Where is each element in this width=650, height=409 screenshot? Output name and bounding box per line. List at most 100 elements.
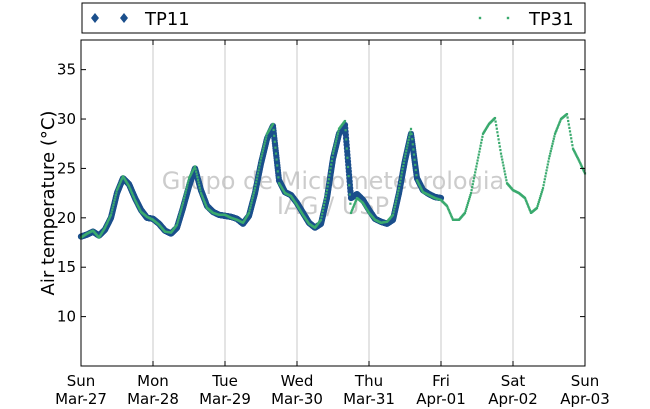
data-point-tp31 (448, 210, 451, 213)
data-point-tp31 (335, 137, 338, 140)
data-point-tp31 (139, 209, 142, 212)
data-point-tp31 (193, 166, 196, 169)
data-point-tp31 (114, 196, 117, 199)
data-point-tp31 (566, 116, 569, 119)
data-point-tp31 (111, 206, 114, 209)
data-point-tp31 (571, 147, 575, 150)
data-point-tp31 (528, 207, 531, 210)
data-point-tp31 (555, 128, 558, 131)
data-point-tp31 (256, 172, 260, 175)
data-point-tp31 (572, 148, 575, 151)
data-point-tp31 (190, 172, 193, 175)
data-point-tp31 (261, 152, 264, 155)
data-point-tp31 (498, 141, 501, 145)
data-point-tp31 (354, 201, 357, 204)
data-point-tp31 (253, 189, 256, 192)
data-point-tp31 (394, 203, 397, 206)
data-point-tp31 (557, 123, 560, 127)
data-point-tp31 (552, 137, 555, 140)
data-point-tp31 (262, 147, 265, 150)
data-point-tp31 (474, 171, 477, 174)
x-tick-label-date: Apr-02 (488, 390, 538, 408)
data-point-tp31 (180, 208, 183, 211)
data-point-tp31 (332, 150, 335, 153)
data-point-tp31 (272, 128, 275, 131)
legend-label-tp31: TP31 (528, 9, 574, 30)
data-point-tp31 (350, 210, 353, 213)
data-point-tp31 (417, 182, 420, 185)
data-point-tp31 (418, 185, 422, 188)
data-point-tp31 (352, 205, 355, 209)
data-point-tp31 (414, 163, 417, 166)
data-point-tp31 (195, 170, 198, 173)
data-point-tp31 (541, 189, 544, 192)
data-point-tp31 (277, 176, 280, 179)
data-point-tp31 (570, 140, 573, 143)
data-point-tp31 (348, 184, 351, 187)
legend-marker-tp11 (91, 13, 128, 23)
data-point-tp31 (470, 189, 473, 192)
data-point-tp31 (105, 224, 108, 227)
data-point-tp31 (108, 217, 111, 220)
data-point-tp31 (198, 184, 201, 187)
data-point-tp31 (327, 178, 330, 181)
data-point-tp31 (545, 169, 548, 172)
data-point-tp31 (450, 215, 453, 219)
data-point-tp31 (502, 167, 506, 170)
data-point-tp31 (324, 197, 327, 201)
data-point-tp31 (497, 138, 500, 141)
data-point-tp31 (504, 173, 507, 176)
data-point-tp31 (354, 199, 357, 203)
data-point-tp31 (202, 199, 206, 202)
data-point-tp31 (478, 150, 481, 153)
data-point-tp31 (553, 135, 556, 138)
data-point-tp31 (132, 196, 135, 199)
data-point-tp31 (494, 120, 497, 123)
data-point-tp31 (194, 168, 197, 171)
data-point-tp31 (264, 137, 267, 140)
data-point-tp31 (137, 206, 140, 209)
data-point-tp31 (205, 205, 208, 208)
data-point-tp31 (199, 189, 202, 192)
data-point-tp31 (391, 213, 395, 216)
x-tick-label-date: Mar-27 (55, 390, 107, 408)
data-point-tp31 (403, 158, 406, 161)
data-point-tp31 (536, 204, 539, 208)
data-point-tp31 (540, 191, 543, 194)
data-point-tp31 (548, 154, 551, 158)
data-point-tp31 (343, 119, 347, 123)
data-point-tp31 (468, 197, 471, 201)
data-point-tp31 (263, 142, 266, 145)
data-point-tp31 (540, 193, 543, 196)
data-point-tp31 (349, 202, 352, 205)
data-point-tp31 (538, 198, 541, 202)
data-point-tp31 (405, 149, 408, 153)
data-point-tp31 (136, 204, 140, 208)
legend-marker-tp31 (478, 16, 510, 20)
data-point-tp31 (118, 183, 121, 186)
data-point-tp31 (199, 192, 203, 195)
data-point-tp31 (344, 129, 347, 132)
y-tick-label: 30 (57, 110, 76, 128)
data-point-tp31 (177, 219, 180, 222)
data-point-tp31 (468, 195, 471, 199)
data-point-tp31 (475, 162, 479, 165)
y-tick-label: 25 (57, 159, 76, 177)
data-point-tp31 (397, 187, 401, 190)
data-point-tp31 (479, 144, 482, 147)
data-point-tp31 (134, 200, 137, 203)
data-point-tp31 (261, 150, 264, 153)
data-point-tp31 (480, 141, 483, 144)
data-point-tp31 (553, 132, 557, 135)
data-point-tp31 (412, 148, 415, 151)
data-point-tp31 (502, 164, 505, 167)
data-point-tp31 (182, 199, 185, 202)
data-point-tp31 (183, 194, 186, 197)
data-point-tp31 (554, 131, 557, 134)
data-point-tp31 (252, 194, 255, 197)
data-point-tp31 (477, 156, 480, 159)
legend-marker-tp11-dot (91, 13, 99, 23)
data-point-tp31 (119, 180, 122, 183)
series-layer (77, 112, 587, 240)
x-tick-label-day: Sat (501, 372, 526, 390)
